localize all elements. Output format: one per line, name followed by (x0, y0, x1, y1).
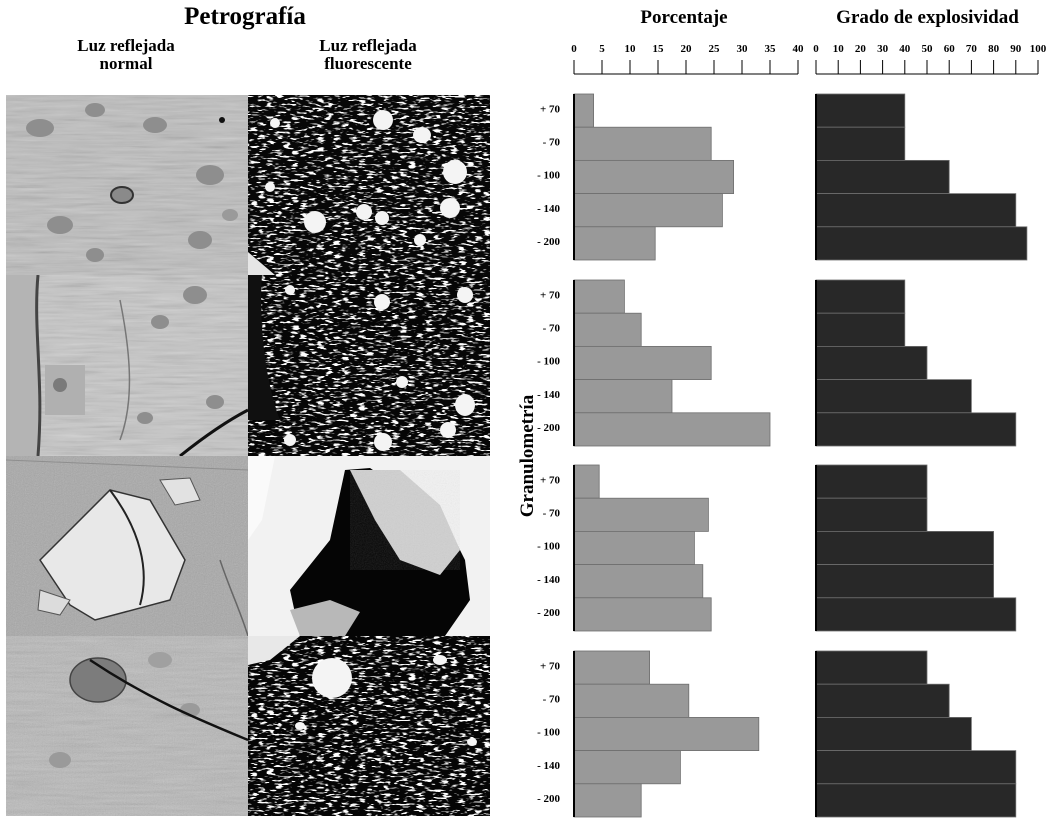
percentage-bar (573, 279, 625, 314)
explosivity-bar (815, 750, 1017, 785)
granulometry-category-label: - 140 (537, 203, 560, 215)
granulometry-category-label: + 70 (540, 474, 561, 486)
granulometry-category-label: - 70 (543, 693, 561, 705)
micrograph-fluorescent-4 (248, 636, 490, 816)
micrograph-normal-1 (6, 95, 248, 275)
explosivity-bar (815, 159, 950, 194)
explosivity-bar (815, 564, 995, 599)
percentage-bar (573, 193, 723, 228)
percentage-bar (573, 126, 712, 161)
explosivity-bar (815, 683, 950, 718)
percentage-chart-title: Porcentaje (640, 7, 728, 28)
percentage-bar (573, 717, 760, 752)
explosivity-chart-title: Grado de explosividad (836, 7, 1019, 28)
explosivity-bar (815, 717, 972, 752)
petrography-title: Petrografía (184, 3, 306, 30)
explosivity-bar (815, 597, 1017, 632)
percentage-tick-label: 35 (765, 43, 777, 55)
explosivity-tick-label: 70 (966, 43, 978, 55)
percentage-bar (573, 531, 695, 566)
percentage-tick-label: 40 (793, 43, 805, 55)
granulometry-category-label: - 200 (537, 236, 560, 248)
percentage-bar (573, 497, 709, 532)
granulometry-category-label: - 70 (543, 322, 561, 334)
explosivity-bar (815, 650, 928, 685)
percentage-bar (573, 226, 656, 261)
explosivity-bar (815, 464, 928, 499)
percentage-bar (573, 312, 642, 347)
percentage-tick-label: 15 (653, 43, 665, 55)
percentage-tick-label: 20 (681, 43, 693, 55)
explosivity-tick-label: 50 (922, 43, 934, 55)
micrograph-fluorescent-1 (248, 95, 490, 275)
fluorescent-light-header: Luz reflejada fluorescente (319, 36, 417, 73)
granulometry-category-label: - 70 (543, 136, 561, 148)
explosivity-tick-label: 40 (899, 43, 911, 55)
explosivity-tick-label: 80 (988, 43, 1000, 55)
explosivity-bar (815, 497, 928, 532)
explosivity-bar (815, 193, 1017, 228)
percentage-bar (573, 783, 642, 818)
granulometry-category-label: - 100 (537, 170, 560, 182)
granulometry-category-label: + 70 (540, 103, 561, 115)
explosivity-bar (815, 379, 972, 414)
granulometry-category-label: - 200 (537, 607, 560, 619)
granulometry-category-label: - 100 (537, 727, 560, 739)
granulometry-category-label: + 70 (540, 660, 561, 672)
percentage-bar (573, 683, 690, 718)
micrograph-fluorescent-3 (248, 456, 490, 636)
explosivity-tick-label: 60 (944, 43, 956, 55)
percentage-bar (573, 345, 712, 380)
percentage-tick-label: 30 (737, 43, 749, 55)
granulometry-category-label: - 200 (537, 793, 560, 805)
percentage-bar (573, 750, 681, 785)
percentage-bar (573, 564, 704, 599)
explosivity-tick-label: 20 (855, 43, 867, 55)
granulometry-category-label: - 70 (543, 507, 561, 519)
granulometry-category-label: - 140 (537, 389, 560, 401)
granulometry-category-label: - 100 (537, 541, 560, 553)
micrograph-normal-2 (6, 275, 248, 456)
explosivity-tick-label: 10 (833, 43, 845, 55)
percentage-bar (573, 597, 712, 632)
percentage-tick-label: 0 (571, 43, 577, 55)
explosivity-bar (815, 93, 906, 128)
percentage-tick-label: 25 (709, 43, 721, 55)
explosivity-bar (815, 412, 1017, 447)
granulometry-category-label: - 140 (537, 574, 560, 586)
percentage-tick-label: 5 (599, 43, 605, 55)
explosivity-tick-label: 90 (1010, 43, 1022, 55)
explosivity-bar (815, 531, 995, 566)
explosivity-bar (815, 783, 1017, 818)
micrograph-normal-4 (6, 636, 248, 816)
granulometry-category-label: - 140 (537, 760, 560, 772)
explosivity-bar (815, 226, 1028, 261)
percentage-bar (573, 159, 735, 194)
granulometry-category-label: - 200 (537, 422, 560, 434)
explosivity-tick-label: 30 (877, 43, 889, 55)
granulometry-category-label: + 70 (540, 289, 561, 301)
percentage-bar (573, 650, 650, 685)
explosivity-bar (815, 345, 928, 380)
percentage-tick-label: 10 (625, 43, 637, 55)
explosivity-tick-label: 0 (813, 43, 819, 55)
micrograph-normal-3 (6, 456, 248, 636)
percentage-bar (573, 412, 771, 447)
micrograph-fluorescent-2 (248, 275, 490, 456)
percentage-bar (573, 93, 595, 128)
explosivity-bar (815, 312, 906, 347)
percentage-bar (573, 379, 673, 414)
explosivity-tick-label: 100 (1030, 43, 1047, 55)
explosivity-bar (815, 279, 906, 314)
normal-light-header: Luz reflejada normal (77, 36, 175, 73)
explosivity-bar (815, 126, 906, 161)
percentage-bar (573, 464, 600, 499)
granulometry-category-label: - 100 (537, 356, 560, 368)
